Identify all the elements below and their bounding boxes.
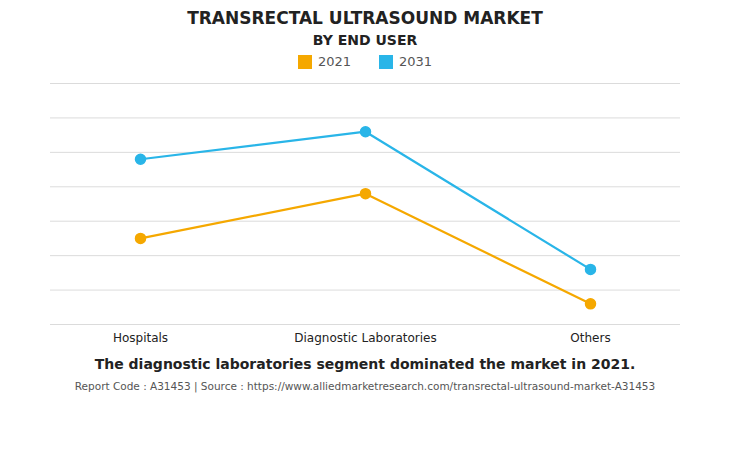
html-text:TRANSRECTAL ULTRASOUND MARKET: TRANSRECTAL ULTRASOUND MARKET bbox=[187, 8, 543, 28]
html-text:BY END USER: BY END USER bbox=[312, 32, 418, 48]
svg-text:Others: Others bbox=[570, 331, 610, 345]
html-text:The diagnostic laboratories se: The diagnostic laboratories segment domi… bbox=[94, 356, 636, 372]
svg-text:Hospitals: Hospitals bbox=[113, 331, 168, 345]
html-text:2021: 2021 bbox=[317, 54, 351, 69]
html-text:2031: 2031 bbox=[399, 54, 433, 69]
svg-text:Diagnostic Laboratories: Diagnostic Laboratories bbox=[294, 331, 436, 345]
html-text:Report Code : A31453 | Source: Report Code : A31453 | Source : https://… bbox=[74, 380, 656, 392]
